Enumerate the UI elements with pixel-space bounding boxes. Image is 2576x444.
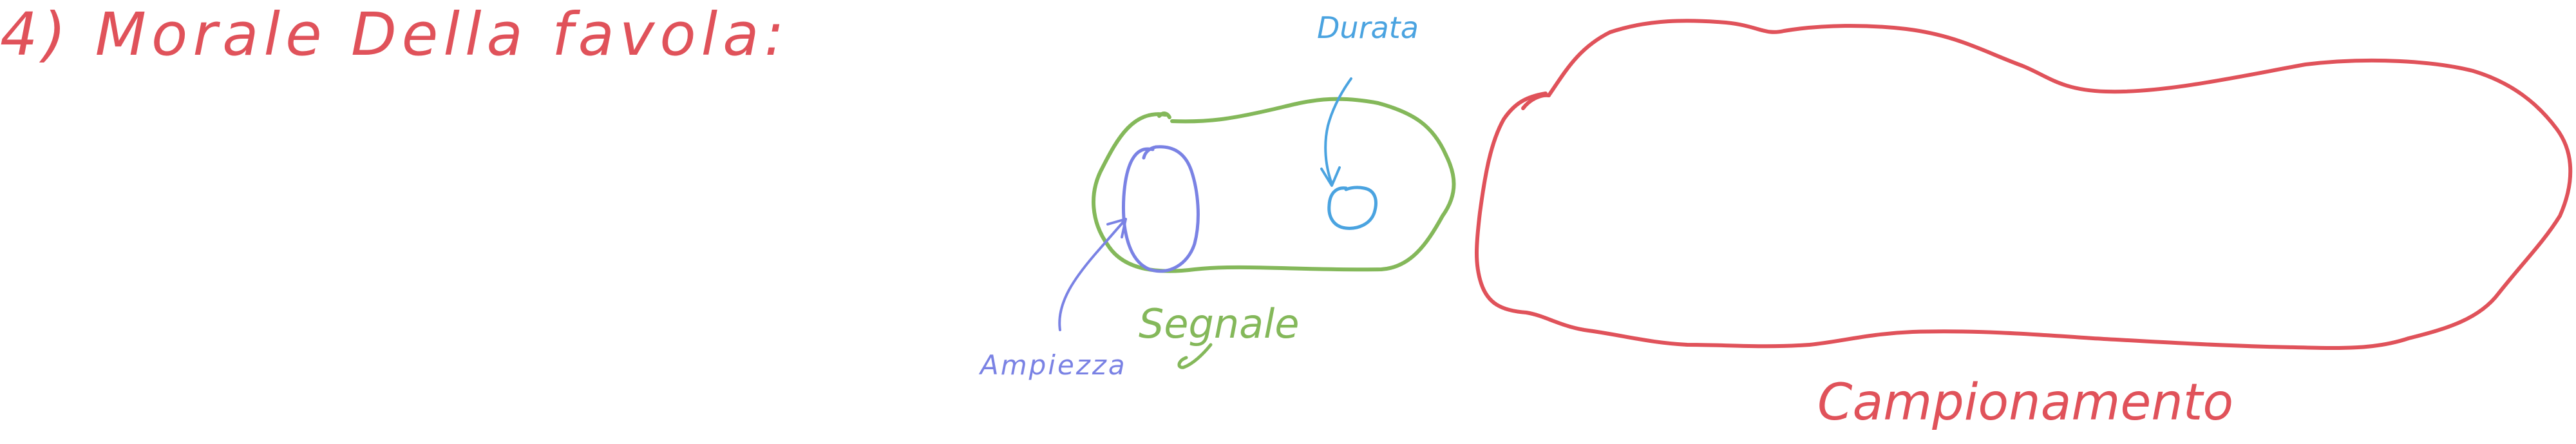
durata-arrowhead xyxy=(1320,166,1341,187)
ampiezza-arrow-line xyxy=(1058,218,1127,331)
label-segnale: Segnale xyxy=(1139,300,1300,347)
note-title: 4) Morale Della favola: xyxy=(0,0,790,69)
segnale-tail xyxy=(1177,343,1213,369)
ampiezza-arrowhead xyxy=(1106,218,1127,238)
label-ampiezza: Ampiezza xyxy=(980,349,1127,381)
label-campionamento: Campionamento xyxy=(1817,374,2234,432)
segnale-loop xyxy=(1092,97,1456,273)
durata-circle xyxy=(1327,186,1378,230)
segnale-loop-hook xyxy=(1157,111,1171,119)
durata-arrow-line xyxy=(1324,77,1352,185)
campionamento-loop-hook xyxy=(1521,93,1551,110)
label-durata: Durata xyxy=(1317,10,1419,45)
campionamento-loop xyxy=(1475,19,2573,351)
ampiezza-ellipse xyxy=(1122,145,1200,273)
